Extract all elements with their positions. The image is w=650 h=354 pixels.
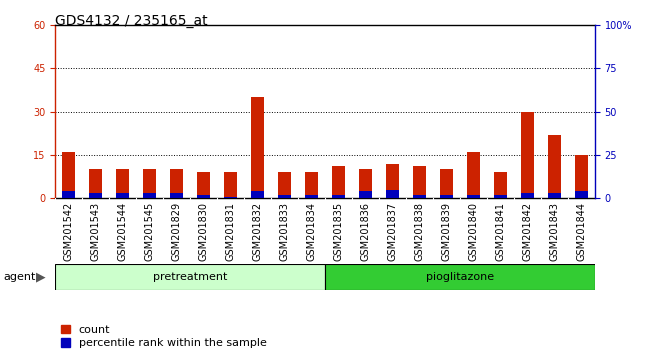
Bar	[493, 172, 507, 198]
Bar	[575, 191, 588, 198]
Text: GSM201843: GSM201843	[549, 201, 559, 261]
Text: GSM201543: GSM201543	[91, 201, 101, 261]
Bar	[332, 195, 345, 198]
Bar	[55, 264, 325, 290]
Bar	[224, 172, 237, 198]
Bar	[197, 172, 211, 198]
Bar	[385, 190, 399, 198]
Bar	[521, 112, 534, 198]
Text: ▶: ▶	[36, 270, 46, 284]
Text: GSM201841: GSM201841	[495, 201, 505, 261]
Bar	[493, 195, 507, 198]
Bar	[385, 164, 399, 198]
Text: GSM201844: GSM201844	[577, 201, 586, 261]
Bar	[359, 191, 372, 198]
Bar	[170, 193, 183, 198]
Bar	[359, 169, 372, 198]
Bar	[467, 195, 480, 198]
Bar	[251, 97, 265, 198]
Bar	[439, 195, 453, 198]
Legend: count, percentile rank within the sample: count, percentile rank within the sample	[61, 325, 266, 348]
Bar	[89, 169, 103, 198]
Text: GSM201830: GSM201830	[199, 201, 209, 261]
Bar	[575, 155, 588, 198]
Bar	[521, 193, 534, 198]
Bar	[224, 196, 237, 198]
Text: GSM201545: GSM201545	[145, 201, 155, 261]
Bar	[143, 193, 157, 198]
Bar	[62, 191, 75, 198]
Text: pretreatment: pretreatment	[153, 272, 228, 282]
Bar	[116, 193, 129, 198]
Bar	[547, 135, 561, 198]
Text: GSM201833: GSM201833	[280, 201, 289, 261]
Bar	[332, 166, 345, 198]
Text: GDS4132 / 235165_at: GDS4132 / 235165_at	[55, 14, 208, 28]
Bar	[143, 169, 157, 198]
Text: GSM201831: GSM201831	[226, 201, 235, 261]
Bar	[170, 169, 183, 198]
Text: GSM201832: GSM201832	[253, 201, 263, 261]
Text: GSM201544: GSM201544	[118, 201, 127, 261]
Bar	[413, 166, 426, 198]
Text: GSM201839: GSM201839	[441, 201, 451, 261]
Text: GSM201837: GSM201837	[387, 201, 397, 261]
Bar	[89, 193, 103, 198]
Bar	[116, 169, 129, 198]
Bar	[439, 169, 453, 198]
Bar	[305, 195, 318, 198]
Text: GSM201840: GSM201840	[469, 201, 478, 261]
Bar	[467, 152, 480, 198]
Text: agent: agent	[3, 272, 36, 282]
Text: GSM201838: GSM201838	[415, 201, 424, 261]
Bar	[278, 195, 291, 198]
Bar	[547, 193, 561, 198]
Text: GSM201835: GSM201835	[333, 201, 343, 261]
Bar	[278, 172, 291, 198]
Bar	[62, 152, 75, 198]
Text: GSM201836: GSM201836	[361, 201, 370, 261]
Text: GSM201842: GSM201842	[523, 201, 532, 261]
Bar	[305, 172, 318, 198]
Bar	[325, 264, 595, 290]
Bar	[413, 195, 426, 198]
Text: GSM201542: GSM201542	[64, 201, 73, 261]
Text: pioglitazone: pioglitazone	[426, 272, 494, 282]
Text: GSM201829: GSM201829	[172, 201, 181, 261]
Bar	[251, 191, 265, 198]
Text: GSM201834: GSM201834	[307, 201, 317, 261]
Bar	[197, 195, 211, 198]
